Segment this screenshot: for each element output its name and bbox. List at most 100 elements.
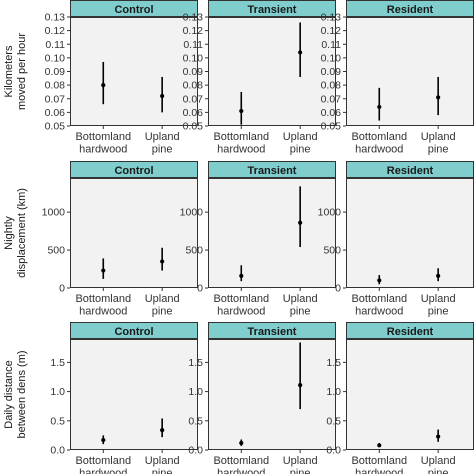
y-tick-label: 0.05 [183, 121, 204, 133]
y-tick-label: 0.12 [183, 25, 204, 37]
panel-background [208, 178, 336, 288]
y-tick-label: 1000 [318, 207, 342, 219]
x-category-label-line: Bottomland [351, 131, 407, 143]
x-category-label-line: hardwood [79, 468, 127, 474]
data-point [239, 273, 244, 278]
y-tick-label: 0 [335, 283, 341, 295]
x-category-label: Bottomland hardwood [75, 455, 131, 474]
y-tick-label: 1000 [42, 207, 66, 219]
y-tick-label: 0.07 [321, 93, 342, 105]
data-point [160, 428, 165, 433]
panel-background [346, 17, 474, 126]
chart-row-2: Nightlydisplacement (km) Control 0 500 1000 B… [3, 161, 474, 318]
data-point [298, 220, 303, 225]
panel-transient: Transient 0.05 0.06 0.070.08 0.09 0.100.11 0.1… [183, 0, 336, 156]
data-point [298, 50, 303, 55]
x-category-label: Upland pine [421, 455, 456, 474]
y-tick-label: 0.5 [188, 415, 203, 427]
facet-strip [208, 0, 336, 17]
chart-row-3: Daily distancebetween dens (m) Control 0.0… [3, 322, 474, 474]
data-point [101, 83, 106, 88]
x-category-label: Upland pine [283, 455, 318, 474]
x-category-label-line: Bottomland [351, 293, 407, 305]
y-tick-label: 0.06 [321, 107, 342, 119]
panel-background [70, 339, 198, 450]
y-axis-title: Kilometersmoved per hour [3, 33, 28, 110]
x-category-label: Upland pine [283, 293, 318, 318]
x-category-label-line: Bottomland [213, 455, 269, 467]
x-category-label-line: hardwood [79, 144, 127, 156]
facet-strip [208, 161, 336, 178]
facet-label: Resident [387, 165, 434, 177]
panel-control: Control 0.0 0.5 1.0 1.5 Bottomland hardwood Upl… [50, 322, 198, 474]
x-category-label-line: Upland [283, 455, 318, 467]
y-tick-label: 0.11 [183, 39, 203, 51]
x-category-label-line: hardwood [355, 144, 403, 156]
y-tick-label: 0.13 [45, 12, 66, 24]
facet-label: Resident [387, 326, 434, 338]
y-axis-title-line: displacement (km) [16, 188, 28, 278]
x-category-label: Bottomland hardwood [213, 455, 269, 474]
y-tick-label: 500 [185, 245, 203, 257]
x-category-label-line: hardwood [217, 306, 265, 318]
data-point [377, 278, 382, 283]
facet-label: Resident [387, 4, 434, 16]
panel-transient: Transient 0.0 0.5 1.0 1.5 Bottomland hardwood U… [188, 322, 336, 474]
y-tick-label: 0.08 [183, 80, 204, 92]
x-category-label: Bottomland hardwood [351, 293, 407, 318]
facet-label: Control [114, 165, 153, 177]
x-category-label-line: Upland [145, 293, 180, 305]
y-tick-label: 0.08 [45, 80, 66, 92]
y-axis-title-line: Daily distance [3, 360, 15, 428]
y-axis-title: Nightlydisplacement (km) [3, 188, 28, 278]
x-category-label: Bottomland hardwood [75, 293, 131, 318]
facet-strip [208, 322, 336, 339]
x-category-label-line: pine [152, 306, 173, 318]
x-category-label: Bottomland hardwood [351, 455, 407, 474]
x-category-label: Bottomland hardwood [351, 131, 407, 156]
y-tick-label: 0.10 [45, 52, 66, 64]
panel-control: Control 0.05 0.06 0.070.08 0.09 0.100.11 0.120… [45, 0, 198, 156]
y-tick-label: 500 [323, 245, 341, 257]
x-category-label: Upland pine [421, 293, 456, 318]
x-category-label-line: pine [428, 144, 449, 156]
x-category-label-line: Bottomland [75, 455, 131, 467]
x-category-label-line: pine [290, 306, 311, 318]
y-tick-label: 0.07 [183, 93, 204, 105]
y-tick-label: 0.0 [326, 445, 341, 457]
y-axis-title-line: Kilometers [3, 45, 15, 97]
y-tick-label: 0.12 [45, 25, 66, 37]
x-category-label-line: pine [428, 306, 449, 318]
y-tick-label: 1.0 [50, 386, 65, 398]
x-category-label: Bottomland hardwood [75, 131, 131, 156]
facet-strip [70, 161, 198, 178]
facet-label: Control [114, 326, 153, 338]
x-category-label-line: hardwood [355, 468, 403, 474]
data-point [436, 273, 441, 278]
data-point [436, 434, 441, 439]
y-tick-label: 0.5 [50, 415, 65, 427]
y-axis-title-line: between dens (m) [16, 350, 28, 438]
panel-background [346, 339, 474, 450]
chart-row-1: Kilometersmoved per hour Control 0.05 0.06 0… [3, 0, 474, 156]
y-tick-label: 0.05 [321, 121, 342, 133]
x-category-label-line: pine [428, 468, 449, 474]
data-point [101, 437, 106, 443]
x-category-label-line: Upland [283, 131, 318, 143]
data-point [377, 104, 382, 110]
y-tick-label: 0.0 [188, 445, 203, 457]
x-category-label-line: hardwood [79, 306, 127, 318]
x-category-label-line: Upland [145, 131, 180, 143]
y-tick-label: 0.09 [321, 66, 342, 78]
x-category-label-line: Bottomland [351, 455, 407, 467]
panel-background [208, 17, 336, 126]
y-tick-label: 0.09 [45, 66, 66, 78]
y-tick-label: 0.5 [326, 415, 341, 427]
y-tick-label: 0.11 [321, 39, 341, 51]
data-point [239, 440, 244, 446]
y-tick-label: 0.13 [321, 12, 342, 24]
y-tick-label: 0.07 [45, 93, 66, 105]
panel-resident: Resident 0.05 0.06 0.070.08 0.09 0.100.11 0.12… [321, 0, 474, 156]
